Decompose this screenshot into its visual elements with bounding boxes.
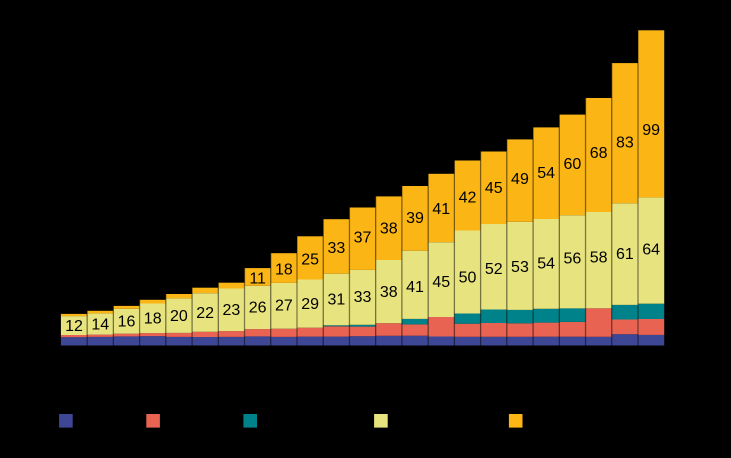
svg-text:18: 18 <box>144 311 162 328</box>
svg-text:12: 12 <box>65 318 83 335</box>
svg-text:23: 23 <box>223 302 241 319</box>
svg-text:60: 60 <box>564 156 582 173</box>
svg-text:50: 50 <box>459 269 477 286</box>
svg-text:39: 39 <box>406 210 424 227</box>
svg-text:54: 54 <box>537 165 555 182</box>
svg-text:26: 26 <box>249 299 267 316</box>
svg-text:20: 20 <box>170 308 188 325</box>
svg-text:45: 45 <box>485 180 503 197</box>
svg-text:45: 45 <box>432 274 450 291</box>
svg-text:33: 33 <box>354 289 372 306</box>
svg-text:33: 33 <box>327 240 345 257</box>
svg-text:22: 22 <box>196 305 214 322</box>
svg-text:83: 83 <box>616 134 634 151</box>
svg-text:58: 58 <box>590 250 608 267</box>
svg-text:18: 18 <box>275 262 293 279</box>
svg-text:37: 37 <box>354 230 372 247</box>
svg-text:54: 54 <box>537 255 555 272</box>
svg-text:41: 41 <box>406 279 424 296</box>
svg-text:29: 29 <box>301 296 319 313</box>
svg-text:49: 49 <box>511 171 529 188</box>
svg-text:38: 38 <box>380 221 398 238</box>
svg-text:16: 16 <box>118 314 136 331</box>
svg-text:56: 56 <box>564 250 582 267</box>
svg-text:27: 27 <box>275 298 293 315</box>
svg-text:99: 99 <box>642 122 660 139</box>
svg-text:61: 61 <box>616 246 634 263</box>
svg-text:52: 52 <box>485 261 503 278</box>
svg-text:41: 41 <box>432 201 450 218</box>
svg-text:25: 25 <box>301 252 319 269</box>
svg-text:31: 31 <box>327 291 345 308</box>
svg-text:42: 42 <box>459 189 477 206</box>
svg-text:38: 38 <box>380 284 398 301</box>
svg-text:11: 11 <box>249 270 266 287</box>
svg-text:53: 53 <box>511 259 529 276</box>
svg-text:64: 64 <box>642 241 660 258</box>
svg-text:14: 14 <box>91 316 109 333</box>
svg-text:68: 68 <box>590 145 608 162</box>
